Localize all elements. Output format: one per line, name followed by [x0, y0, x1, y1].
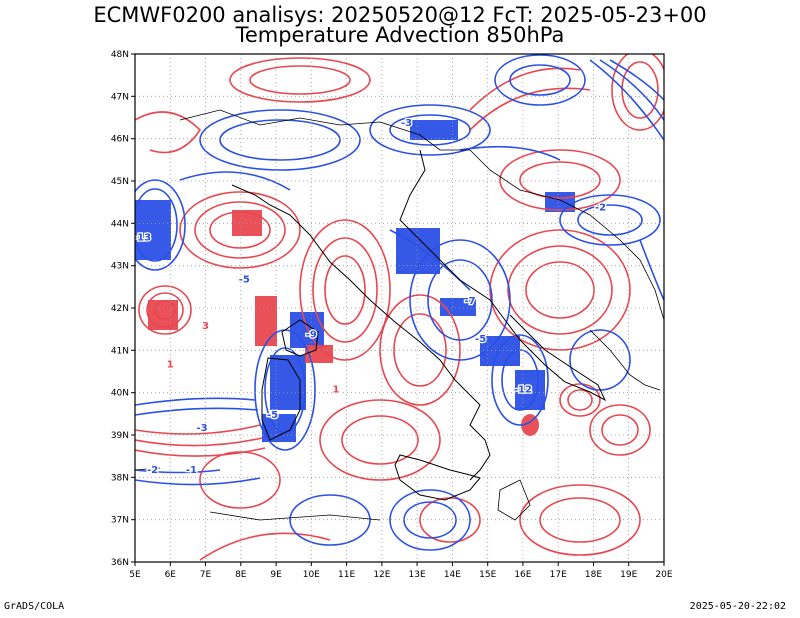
lon-label: 15E: [479, 570, 496, 580]
lon-label: 8E: [235, 570, 247, 580]
cold-advection-cores: [135, 120, 575, 442]
lon-label: 14E: [444, 570, 461, 580]
lat-label: 38N: [111, 473, 129, 483]
map-title-line-1: ECMWF0200 analisys: 20250520@12 FcT: 202…: [93, 3, 707, 27]
lon-label: 6E: [165, 570, 177, 580]
contour-label: -2: [595, 203, 606, 214]
lon-label: 7E: [200, 570, 212, 580]
lon-label: 16E: [514, 570, 531, 580]
contour-label: -2: [147, 465, 158, 476]
lat-label: 45N: [111, 177, 129, 187]
contour-label: -13: [133, 232, 151, 243]
contour-label: -5: [267, 410, 278, 421]
lon-label: 20E: [655, 570, 672, 580]
coastlines-and-borders: [135, 109, 664, 521]
lat-label: 41N: [111, 346, 129, 356]
lon-label: 12E: [373, 570, 390, 580]
contour-label: -3: [401, 118, 412, 129]
map-title-line-2: Temperature Advection 850hPa: [235, 23, 565, 47]
lon-label: 18E: [585, 570, 602, 580]
lon-label: 11E: [338, 570, 355, 580]
lat-label: 48N: [111, 50, 129, 60]
lat-label: 39N: [111, 431, 129, 441]
lon-label: 5E: [129, 570, 141, 580]
lon-label: 13E: [409, 570, 426, 580]
lat-label: 44N: [111, 219, 129, 229]
contour-label: -5: [475, 334, 486, 345]
contour-label: 1: [333, 385, 340, 396]
lon-label: 17E: [550, 570, 567, 580]
lon-label: 10E: [303, 570, 320, 580]
lat-label: 36N: [111, 558, 129, 568]
lat-label: 43N: [111, 262, 129, 272]
render-timestamp: 2025-05-20-22:02: [689, 601, 786, 612]
contour-label: -9: [306, 330, 317, 341]
lat-label: 47N: [111, 92, 129, 102]
software-credit: GrADS/COLA: [4, 601, 65, 612]
lat-label: 37N: [111, 516, 129, 526]
contour-label: 3: [202, 321, 209, 332]
contour-label: -12: [514, 385, 532, 396]
tick-marks: [131, 53, 665, 566]
lon-label: 9E: [270, 570, 282, 580]
longitude-labels: 5E 6E 7E 8E 9E 10E 11E 12E 13E 14E 15E 1…: [129, 570, 673, 580]
latitude-labels: 48N 47N 46N 45N 44N 43N 42N 41N 40N 39N …: [111, 50, 129, 568]
contour-label: 1: [167, 359, 174, 370]
contour-label: -1: [186, 465, 197, 476]
contour-label: -5: [239, 275, 250, 286]
contour-label: -3: [196, 423, 207, 434]
contour-label: -6: [267, 410, 278, 421]
lat-label: 46N: [111, 135, 129, 145]
lat-label: 42N: [111, 304, 129, 314]
lat-label: 40N: [111, 389, 129, 399]
contour-label: -7: [464, 296, 475, 307]
lon-label: 19E: [620, 570, 637, 580]
